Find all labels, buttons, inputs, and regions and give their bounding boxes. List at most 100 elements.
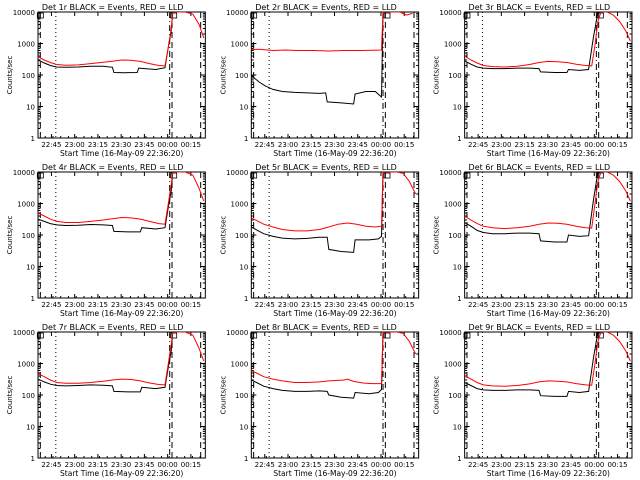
x-tick-label: 23:00 [278, 301, 298, 309]
y-tick-label: 10 [239, 264, 248, 272]
marker-box-attenuator [170, 332, 178, 339]
y-axis-label: Counts/sec [6, 376, 14, 415]
y-tick-label: 1 [244, 135, 248, 143]
y-tick-label: 1 [457, 455, 461, 463]
x-tick-label: 22:45 [41, 461, 61, 469]
marker-box-start [36, 332, 44, 339]
y-tick-label: 1000 [17, 361, 35, 369]
y-axis-label: Counts/sec [433, 56, 441, 95]
y-tick-label: 1000 [231, 361, 249, 369]
x-tick-label: 23:00 [65, 301, 85, 309]
x-tick-label: 00:00 [371, 461, 391, 469]
y-tick-label: 1 [31, 135, 35, 143]
y-tick-label: 1000 [231, 41, 249, 49]
plot-frame [464, 331, 633, 459]
x-tick-label: 23:30 [324, 301, 344, 309]
events-series-line [464, 332, 600, 397]
x-tick-label: 23:45 [561, 301, 581, 309]
y-tick-label: 10 [239, 104, 248, 112]
x-tick-label: 23:15 [514, 141, 534, 149]
lld-series-line [251, 172, 417, 232]
chart-panel-4: Det 4r BLACK = Events, RED = LLD 1 10 100 10… [6, 163, 206, 318]
y-tick-label: 10000 [226, 9, 248, 17]
chart-panel-6: Det 6r BLACK = Events, RED = LLD 1 10 100 10… [433, 163, 633, 318]
y-tick-label: 10000 [439, 169, 461, 177]
x-axis-label: Start Time (16-May-09 22:36:20) [487, 469, 610, 478]
chart-title: Det 8r BLACK = Events, RED = LLD [255, 323, 397, 332]
x-tick-label: 23:30 [111, 141, 131, 149]
marker-box-start [463, 12, 471, 19]
plot-frame [250, 331, 420, 459]
events-series-line [38, 12, 178, 74]
y-tick-label: 10 [453, 264, 462, 272]
y-tick-label: 10 [239, 424, 248, 432]
x-tick-label: 23:15 [88, 141, 108, 149]
x-tick-label: 23:45 [348, 301, 368, 309]
chart-title: Det 9r BLACK = Events, RED = LLD [469, 323, 611, 332]
y-tick-label: 10000 [13, 329, 35, 337]
x-axis-label: Start Time (16-May-09 22:36:20) [60, 149, 183, 158]
events-series-line [38, 332, 178, 393]
chart-panel-9: Det 9r BLACK = Events, RED = LLD 1 10 100 10… [433, 323, 633, 478]
x-tick-label: 00:00 [158, 141, 178, 149]
x-axis-label: Start Time (16-May-09 22:36:20) [273, 469, 396, 478]
y-tick-label: 10000 [439, 9, 461, 17]
lld-series-line [251, 12, 413, 52]
plot-frame [37, 171, 206, 299]
plot-frame [464, 11, 633, 139]
x-tick-label: 22:45 [255, 461, 275, 469]
x-tick-label: 23:45 [348, 461, 368, 469]
lld-series-line [38, 12, 205, 67]
events-series-line [251, 12, 387, 105]
y-tick-label: 1000 [231, 201, 249, 209]
x-axis-label: Start Time (16-May-09 22:36:20) [487, 149, 610, 158]
events-series-line [464, 172, 600, 243]
y-axis-label: Counts/sec [219, 216, 227, 255]
x-axis-label: Start Time (16-May-09 22:36:20) [60, 309, 183, 318]
x-tick-label: 23:30 [538, 141, 558, 149]
x-axis-label: Start Time (16-May-09 22:36:20) [273, 309, 396, 318]
x-tick-label: 00:00 [371, 141, 391, 149]
y-tick-label: 100 [448, 392, 461, 400]
y-tick-label: 1000 [17, 41, 35, 49]
marker-box-attenuator [383, 172, 391, 179]
y-tick-label: 10 [453, 424, 462, 432]
lld-series-line [464, 12, 631, 68]
marker-box-start [463, 172, 471, 179]
x-tick-label: 22:45 [468, 301, 488, 309]
chart-title: Det 4r BLACK = Events, RED = LLD [42, 163, 184, 172]
x-tick-label: 23:30 [324, 461, 344, 469]
lld-series-line [38, 172, 205, 225]
y-tick-label: 1 [244, 295, 248, 303]
x-tick-label: 23:00 [65, 141, 85, 149]
x-tick-label: 00:00 [158, 461, 178, 469]
lld-series-line [38, 332, 205, 386]
x-tick-label: 00:15 [607, 301, 627, 309]
y-tick-label: 10 [453, 104, 462, 112]
y-tick-label: 10000 [439, 329, 461, 337]
x-tick-label: 23:30 [111, 301, 131, 309]
y-tick-label: 10000 [226, 169, 248, 177]
chart-title: Det 3r BLACK = Events, RED = LLD [469, 3, 611, 12]
x-tick-label: 23:45 [134, 141, 154, 149]
x-tick-label: 23:30 [324, 141, 344, 149]
x-tick-label: 23:15 [514, 461, 534, 469]
x-tick-label: 23:00 [65, 461, 85, 469]
x-tick-label: 00:00 [584, 301, 604, 309]
marker-box-start [250, 12, 258, 19]
plot-frame [250, 11, 420, 139]
chart-panel-3: Det 3r BLACK = Events, RED = LLD 1 10 100 10… [433, 3, 633, 158]
marker-box-attenuator [383, 332, 391, 339]
x-tick-label: 23:45 [134, 301, 154, 309]
y-tick-label: 1 [31, 295, 35, 303]
x-tick-label: 23:00 [278, 141, 298, 149]
chart-title: Det 7r BLACK = Events, RED = LLD [42, 323, 184, 332]
marker-box-attenuator [170, 172, 178, 179]
x-tick-label: 00:00 [158, 301, 178, 309]
y-tick-label: 10 [26, 264, 35, 272]
x-axis-label: Start Time (16-May-09 22:36:20) [273, 149, 396, 158]
y-axis-label: Counts/sec [219, 376, 227, 415]
y-tick-label: 10 [26, 104, 35, 112]
marker-box-start [36, 12, 44, 19]
x-tick-label: 23:45 [134, 461, 154, 469]
